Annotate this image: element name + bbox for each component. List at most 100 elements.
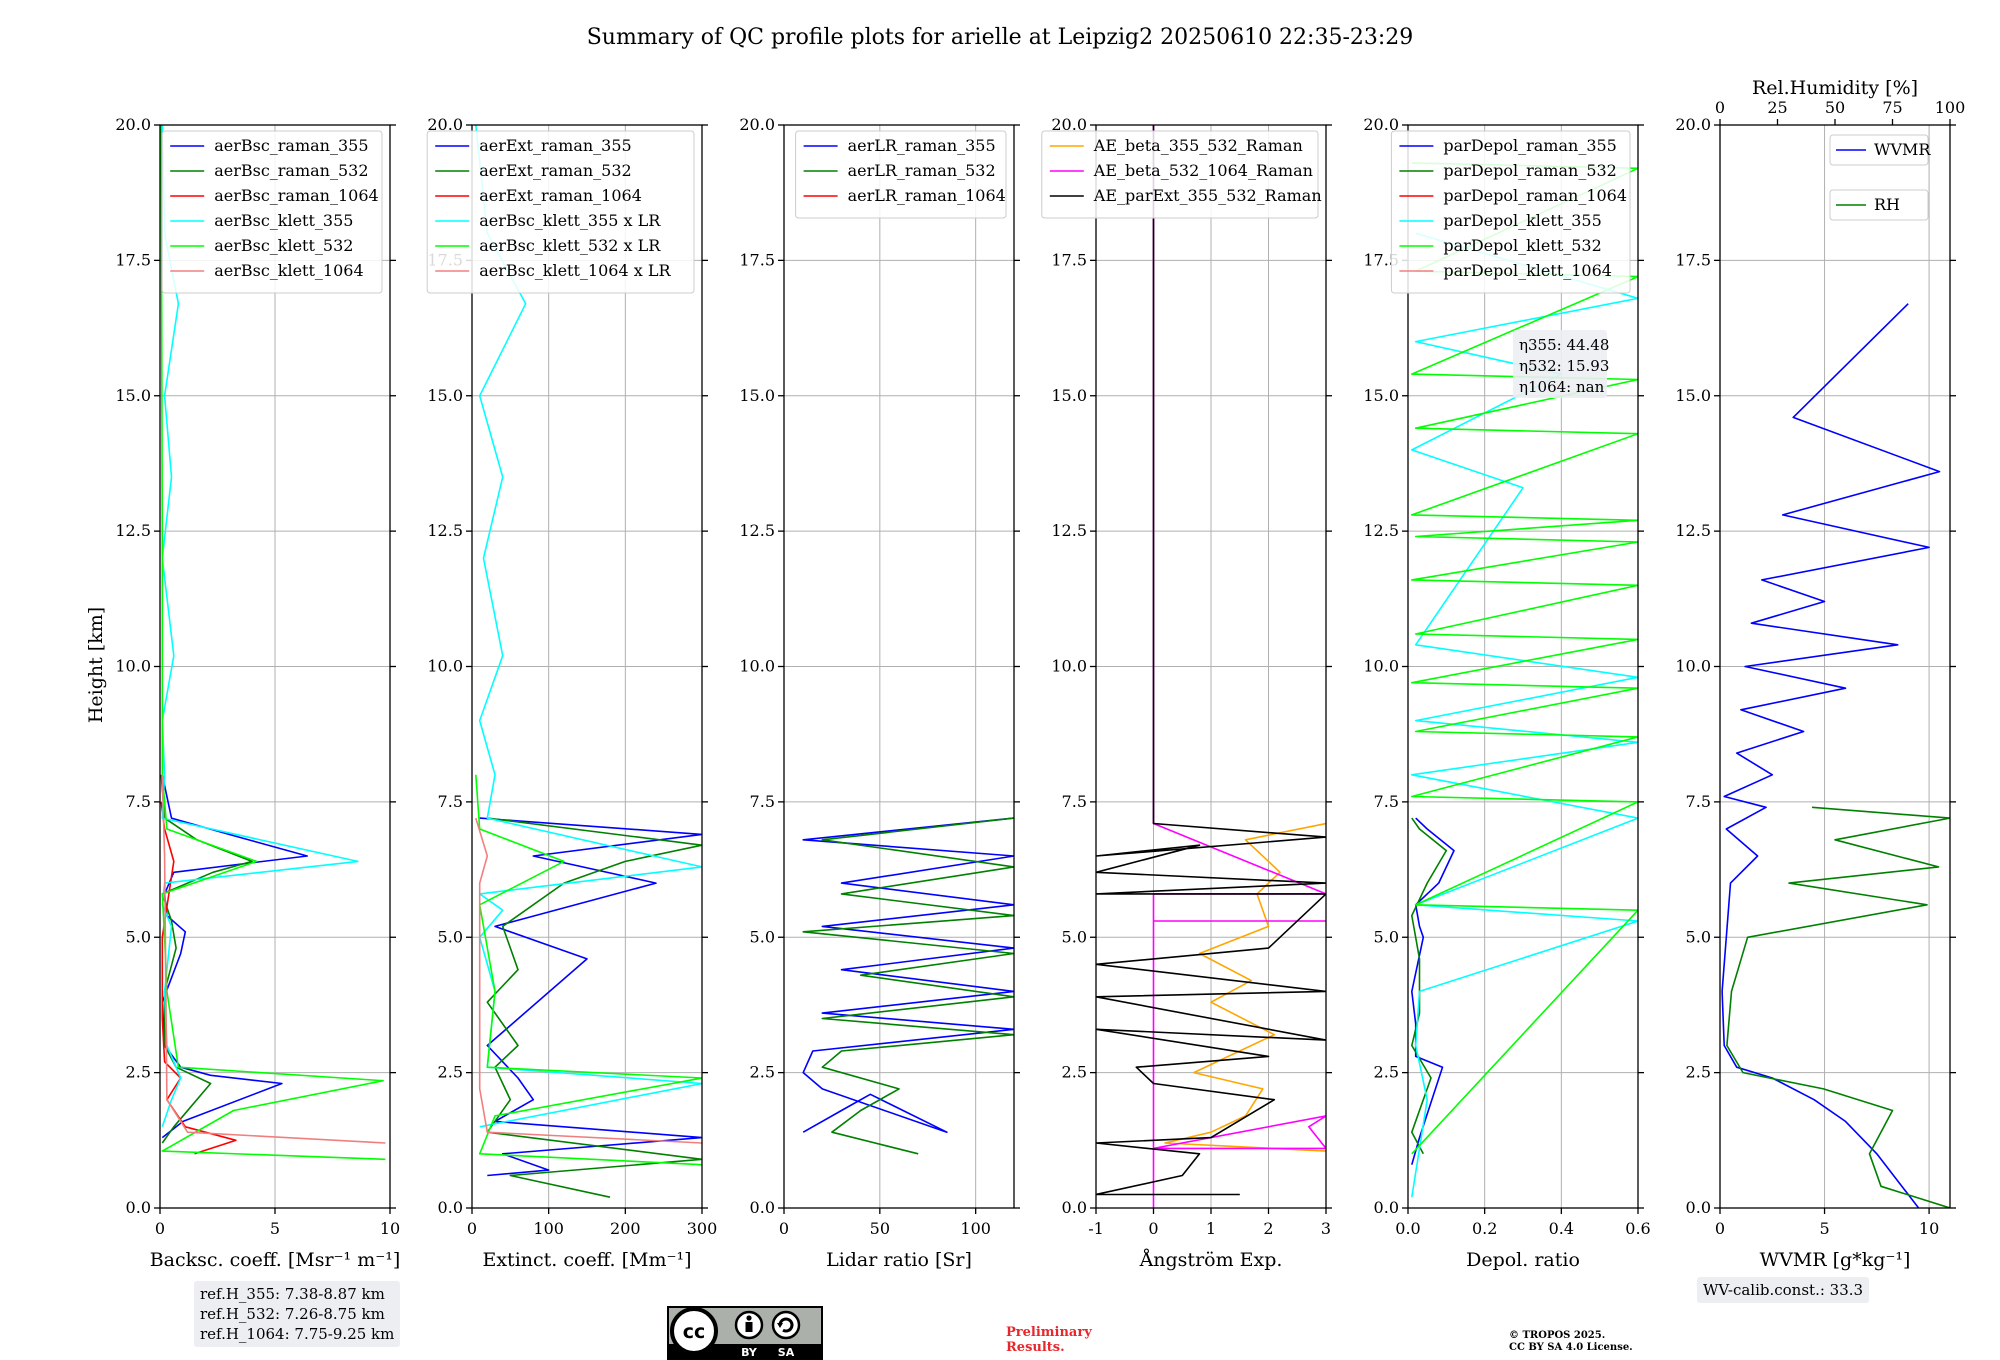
x-axis-label: Lidar ratio [Sr] [826,1249,972,1271]
y-tick-label: 12.5 [115,521,151,540]
series-group [1721,303,1950,1208]
series-line-aerbsc-klett-1064 [161,774,386,1144]
y-tick-label: 12.5 [739,521,775,540]
plot-frame [1095,124,1327,1209]
series-group [802,817,1014,1155]
x-tick-label: 1 [1206,1219,1216,1238]
y-tick-label: 5.0 [1374,927,1399,946]
series-line-pardepol-klett-532 [1411,162,1638,1155]
y-tick-label: 7.5 [1062,792,1087,811]
y-tick-label: 2.5 [438,1063,463,1082]
series-line-aerext-raman-355 [479,817,702,1177]
series-line-aerbsc-raman-355 [161,774,309,1139]
chart-panel-depolarization: 0.0 2.5 5.0 7.5 10.0 12.5 15.0 17.5 20.0 0.0 0.2 0.… [1363,115,1650,1271]
series-line-wvmr [1721,303,1941,1208]
chart-panel-lidar_ratio: 0.0 2.5 5.0 7.5 10.0 12.5 15.0 17.5 20.0 0 50 100 Li… [739,115,1020,1271]
preliminary-line-1: Preliminary [1006,1325,1092,1340]
x-tick-label: 0.6 [1625,1219,1650,1238]
y-tick-label: 17.5 [739,250,775,269]
y-tick-label: 5.0 [1686,927,1711,946]
y-tick-label: 12.5 [1363,521,1399,540]
legend-label: aerBsc_raman_532 [214,161,368,180]
legend-label: aerBsc_klett_532 x LR [479,236,661,255]
x2-tick-label: 75 [1882,98,1902,117]
y-tick-label: 5.0 [1062,927,1087,946]
y-tick-label: 0.0 [750,1198,775,1217]
legend-box [426,130,695,294]
chart-panel-angstrom: 0.0 2.5 5.0 7.5 10.0 12.5 15.0 17.5 20.0 -1 0 1 2 3 Ån… [1041,115,1332,1271]
x-tick-label: 0.2 [1472,1219,1497,1238]
y-tick-label: 12.5 [1675,521,1711,540]
x-tick-label: 100 [533,1219,564,1238]
legend-label: parDepol_raman_1064 [1443,186,1627,205]
y-tick-label: 5.0 [126,927,151,946]
copyright-note: © TROPOS 2025. CC BY SA 4.0 License. [1509,1330,1633,1354]
y-tick-label: 7.5 [1686,792,1711,811]
cc-logo-icon [670,1307,718,1355]
x-tick-label: 0.4 [1549,1219,1574,1238]
legend-label: aerLR_raman_532 [848,161,996,180]
y-tick-label: 2.5 [126,1063,151,1082]
y-tick-label: 20.0 [1363,115,1399,134]
x2-tick-label: 0 [1715,98,1725,117]
x2-tick-label: 100 [1935,98,1966,117]
y-tick-label: 10.0 [739,657,775,676]
x2-tick-label: 25 [1767,98,1787,117]
y-tick-label: 7.5 [438,792,463,811]
legend-label: aerExt_raman_1064 [479,186,642,205]
legend-label: aerLR_raman_355 [848,136,996,155]
legend-label: aerBsc_klett_1064 [214,261,363,280]
wv-calib-box: WV-calib.const.: 33.3 [1697,1277,1870,1303]
series-line-ae-beta-532-1064-raman [1152,125,1326,1208]
x2-tick-label: 50 [1825,98,1845,117]
y-tick-label: 10.0 [1051,657,1087,676]
legend-label: aerBsc_raman_355 [214,136,368,155]
x-tick-label: -1 [1088,1219,1104,1238]
y-tick-label: 10.0 [1675,657,1711,676]
legend-label: AE_parExt_355_532_Raman [1093,186,1322,205]
y-tick-label: 20.0 [115,115,151,134]
ref-heights-box: ref.H_355: 7.38-8.87 km ref.H_532: 7.26-… [194,1281,401,1347]
x-tick-label: 0.0 [1395,1219,1420,1238]
ref-height-532: ref.H_532: 7.26-8.75 km [200,1305,385,1323]
preliminary-line-2: Results. [1006,1340,1065,1355]
by-label: BY [741,1346,758,1359]
legend-label: aerBsc_klett_532 [214,236,353,255]
series-line-aerbsc-klett-1064-x-lr [475,817,702,1144]
ref-height-1064: ref.H_1064: 7.75-9.25 km [200,1325,395,1343]
depol-stats-box [1513,330,1607,398]
legend-box [1390,130,1631,294]
svg-text:cc: cc [683,1321,706,1343]
series-line-ae-parext-355-532-raman [1096,125,1326,1196]
legend-box [1829,189,1929,221]
chart-panel-water_vapor: 0.02.55.07.510.012.515.017.520.00 5 10WVMR… [1675,77,1965,1271]
y-tick-label: 7.5 [1374,792,1399,811]
copyright-line-2: CC BY SA 4.0 License. [1509,1342,1633,1353]
y-tick-label: 20.0 [1051,115,1087,134]
y-tick-label: 15.0 [739,386,775,405]
y-tick-label: 17.5 [1675,250,1711,269]
sa-share-icon [771,1310,801,1340]
cc-license-badge[interactable]: cc BY SA [667,1306,823,1360]
x-tick-label: 0 [779,1219,789,1238]
y-tick-label: 12.5 [427,521,463,540]
y-tick-label: 5.0 [438,927,463,946]
x-tick-label: 2 [1263,1219,1273,1238]
x-tick-label: 0 [467,1219,477,1238]
legend-box [795,130,1007,219]
y-tick-label: 0.0 [438,1198,463,1217]
series-line-pardepol-raman-355 [1411,817,1455,1165]
series-group [475,125,702,1198]
y-tick-label: 0.0 [126,1198,151,1217]
y-tick-label: 10.0 [427,657,463,676]
series-line-aerbsc-klett-532-x-lr [475,774,702,1166]
wv-calib-text: WV-calib.const.: 33.3 [1703,1281,1864,1299]
x-tick-label: 300 [687,1219,718,1238]
plot-frame [159,124,391,1209]
series-line-aerbsc-raman-1064 [160,801,237,1155]
x-tick-label: 0 [1715,1219,1725,1238]
x-tick-label: 10 [1919,1219,1939,1238]
y-tick-label: 2.5 [1062,1063,1087,1082]
y-tick-label: 12.5 [1051,521,1087,540]
series-line-aerext-raman-532 [486,817,702,1198]
